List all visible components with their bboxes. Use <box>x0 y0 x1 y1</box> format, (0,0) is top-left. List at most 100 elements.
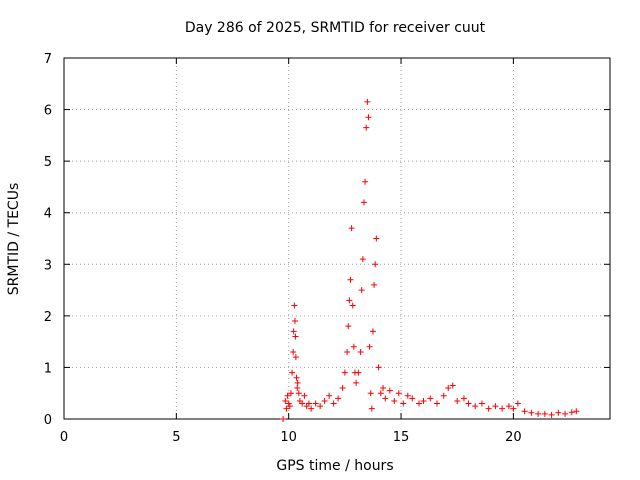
data-point <box>440 392 447 399</box>
data-point <box>321 397 328 404</box>
data-point <box>386 387 393 394</box>
data-point <box>282 397 289 404</box>
data-point <box>548 411 555 418</box>
data-point <box>409 395 416 402</box>
data-point <box>427 395 434 402</box>
data-point <box>366 343 373 350</box>
data-point <box>373 235 380 242</box>
y-tick-label: 6 <box>44 104 52 119</box>
data-point <box>555 409 562 416</box>
data-point <box>349 302 356 309</box>
y-tick-label: 4 <box>44 207 52 222</box>
data-point <box>400 400 407 407</box>
data-point <box>339 385 346 392</box>
y-axis-label: SRMTID / TECUs <box>6 183 22 296</box>
data-point <box>345 323 352 330</box>
data-point <box>347 276 354 283</box>
data-point <box>368 405 375 412</box>
data-point <box>541 410 548 417</box>
data-point <box>420 397 427 404</box>
data-point <box>485 405 492 412</box>
data-point <box>382 395 389 402</box>
data-point <box>472 403 479 410</box>
data-point <box>344 348 351 355</box>
data-point <box>514 400 521 407</box>
data-point <box>283 405 290 412</box>
data-point <box>346 297 353 304</box>
data-point <box>380 385 387 392</box>
data-point <box>359 256 366 263</box>
data-point <box>372 261 379 268</box>
data-point <box>357 348 364 355</box>
data-point <box>335 395 342 402</box>
y-tick-label: 2 <box>44 310 52 325</box>
data-point <box>521 408 528 415</box>
data-point <box>294 379 301 386</box>
data-point <box>454 397 461 404</box>
chart-title: Day 286 of 2025, SRMTID for receiver cuu… <box>185 20 486 36</box>
plot-frame <box>63 57 611 420</box>
data-point <box>294 385 301 392</box>
data-point <box>285 400 292 407</box>
data-point <box>445 385 452 392</box>
data-point <box>287 390 294 397</box>
data-point <box>375 364 382 371</box>
data-point <box>353 379 360 386</box>
data-point <box>433 400 440 407</box>
data-point <box>369 328 376 335</box>
data-point <box>371 281 378 288</box>
data-point <box>358 287 365 294</box>
data-point <box>499 405 506 412</box>
data-point <box>295 390 302 397</box>
data-point <box>449 382 456 389</box>
data-point <box>299 400 306 407</box>
data-point <box>326 392 333 399</box>
data-point <box>478 400 485 407</box>
data-point <box>291 302 298 309</box>
data-point <box>290 328 297 335</box>
data-point <box>291 318 298 325</box>
data-point <box>312 400 319 407</box>
data-point <box>355 369 362 376</box>
grid <box>64 58 610 419</box>
data-point <box>280 416 287 422</box>
data-point <box>360 199 367 206</box>
data-point <box>301 392 308 399</box>
y-tick-label: 7 <box>44 52 52 67</box>
data-point <box>289 369 296 376</box>
x-axis-label: GPS time / hours <box>276 458 393 474</box>
data-point <box>460 395 467 402</box>
x-tick-label: 20 <box>505 430 522 445</box>
data-point <box>284 392 291 399</box>
data-point <box>528 409 535 416</box>
data-point <box>317 403 324 410</box>
y-tick-label: 0 <box>44 413 52 428</box>
data-point <box>391 397 398 404</box>
data-point <box>562 410 569 417</box>
data-point <box>367 390 374 397</box>
data-point <box>535 410 542 417</box>
data-point <box>286 403 293 410</box>
data-point <box>395 390 402 397</box>
y-tick-label: 1 <box>44 361 52 376</box>
data-point <box>364 98 371 105</box>
data-point <box>492 403 499 410</box>
y-tick-label: 5 <box>44 155 52 170</box>
y-tick-label: 3 <box>44 258 52 273</box>
data-point <box>290 348 297 355</box>
x-tick-label: 10 <box>280 430 297 445</box>
data-point <box>362 178 369 185</box>
data-point <box>573 408 580 415</box>
data-point <box>350 343 357 350</box>
axis-ticks: 0 5 10 15 20 0 1 2 3 4 5 6 7 <box>44 52 610 445</box>
data-point <box>404 392 411 399</box>
data-point <box>510 405 517 412</box>
data-point <box>416 400 423 407</box>
data-point <box>293 374 300 381</box>
data-point <box>363 124 370 131</box>
data-point <box>465 400 472 407</box>
data-points <box>280 98 580 422</box>
data-point <box>292 333 299 340</box>
x-tick-label: 5 <box>172 430 180 445</box>
